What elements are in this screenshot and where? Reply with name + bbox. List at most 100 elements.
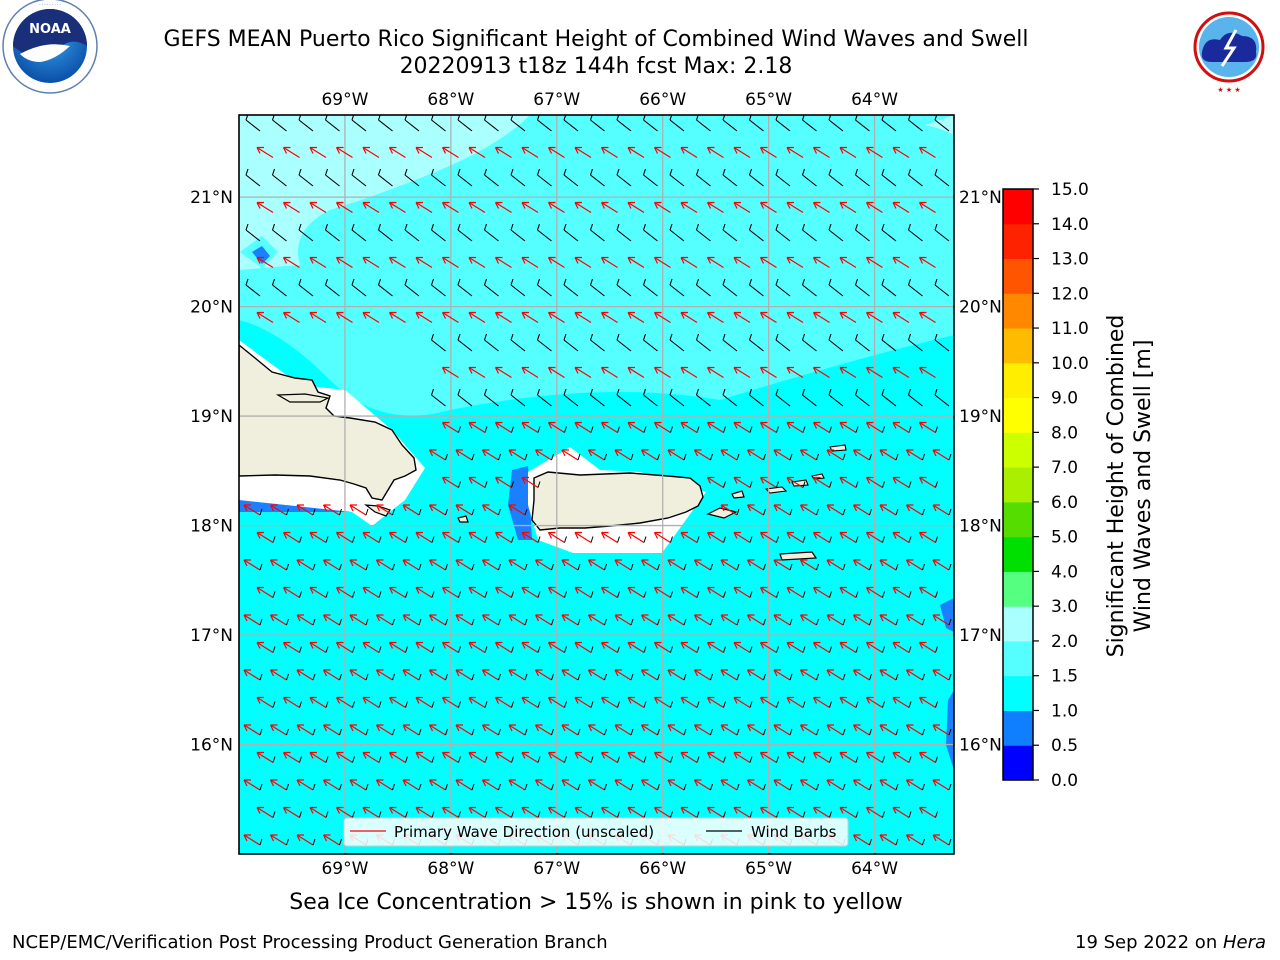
wave-arrow	[733, 531, 753, 544]
wave-arrow	[441, 641, 461, 654]
wind-barb	[907, 388, 923, 407]
wave-arrow	[415, 586, 435, 599]
wind-barb	[881, 168, 897, 187]
wind-barb	[404, 168, 420, 187]
wave-arrow	[441, 586, 461, 599]
wind-barb	[245, 115, 261, 132]
wave-arrow	[759, 586, 779, 599]
wave-arrow	[468, 256, 486, 269]
wind-barb	[430, 168, 446, 187]
wave-arrow	[349, 669, 369, 681]
wave-arrow	[388, 201, 406, 214]
wave-arrow	[375, 504, 395, 516]
lat-tick-label: 17°N	[190, 626, 233, 646]
wave-arrow	[481, 559, 501, 571]
wave-arrow	[852, 834, 872, 846]
wave-arrow	[441, 311, 459, 324]
wind-barb	[430, 388, 446, 407]
wave-arrow	[574, 146, 592, 159]
nws-logo: ★ ★ ★	[1181, 0, 1277, 95]
wave-arrow	[455, 614, 475, 626]
wind-barb	[536, 223, 552, 242]
wave-arrow	[335, 146, 353, 159]
wind-barb	[775, 278, 791, 297]
wave-arrow	[561, 449, 581, 461]
wave-arrow	[759, 696, 779, 709]
wind-barb	[298, 115, 314, 132]
wave-arrow	[653, 366, 671, 379]
wave-arrow	[362, 806, 382, 819]
wind-barb	[457, 223, 473, 242]
wave-arrow	[296, 504, 316, 516]
wave-arrow	[892, 806, 912, 819]
wave-arrow	[918, 476, 938, 489]
wave-arrow	[786, 146, 804, 159]
legend-barb-label: Wind Barbs	[751, 823, 837, 841]
wave-arrow	[892, 586, 912, 599]
wave-arrow	[468, 806, 488, 819]
wave-arrow	[826, 779, 846, 791]
wave-arrow	[388, 256, 406, 269]
wave-arrow	[256, 146, 274, 159]
wind-barb	[907, 223, 923, 242]
wave-arrow	[653, 531, 673, 544]
colorbar-tick-label: 6.0	[1051, 493, 1078, 513]
colorbar-segment	[1003, 397, 1033, 433]
wave-arrow	[706, 586, 726, 599]
wave-arrow	[441, 366, 459, 379]
wind-barb	[510, 278, 526, 297]
wave-arrow	[720, 614, 740, 626]
wave-arrow	[441, 696, 461, 709]
wave-arrow	[773, 724, 793, 736]
wave-arrow	[799, 669, 819, 681]
wave-arrow	[865, 366, 883, 379]
wind-barb	[695, 223, 711, 242]
wave-arrow	[335, 311, 353, 324]
shallow-patch-west-pr	[508, 466, 532, 540]
wave-arrow	[508, 724, 528, 736]
wind-barb	[907, 115, 923, 132]
wind-barb	[854, 223, 870, 242]
wave-arrow	[349, 614, 369, 626]
wind-barb	[271, 168, 287, 187]
wave-arrow	[733, 806, 753, 819]
colorbar-segment	[1003, 536, 1033, 572]
wave-arrow	[865, 311, 883, 324]
wave-arrow	[852, 724, 872, 736]
wave-arrow	[773, 449, 793, 461]
wave-arrow	[282, 641, 302, 654]
wave-arrow	[839, 421, 859, 434]
wave-arrow	[269, 669, 289, 681]
wave-arrow	[839, 256, 857, 269]
wave-band-high	[239, 115, 530, 270]
wave-arrow	[402, 669, 422, 681]
wave-arrow	[335, 806, 355, 819]
wave-arrow	[296, 834, 316, 846]
wind-barb	[854, 388, 870, 407]
wave-arrow	[402, 779, 422, 791]
wave-arrow	[918, 696, 938, 709]
wave-arrow	[905, 669, 925, 681]
wave-arrow	[468, 586, 488, 599]
wave-arrow	[534, 559, 554, 571]
wave-arrow	[362, 256, 380, 269]
wind-barb	[271, 278, 287, 297]
wave-arrow	[680, 531, 700, 544]
wave-arrow	[561, 779, 581, 791]
wave-arrow	[720, 449, 740, 461]
lat-tick-label: 16°N	[959, 736, 1002, 756]
wave-arrow	[839, 531, 859, 544]
footer-date: 19 Sep 2022 on Hera	[1075, 932, 1266, 953]
wave-arrow	[667, 669, 687, 681]
wave-arrow	[256, 641, 276, 654]
wave-arrow	[852, 669, 872, 681]
wave-arrow	[388, 586, 408, 599]
wave-arrow	[680, 256, 698, 269]
st-croix	[779, 551, 818, 561]
wind-barb	[748, 388, 764, 407]
wave-arrow	[799, 614, 819, 626]
wave-arrow	[375, 724, 395, 736]
wave-arrow	[706, 311, 724, 324]
wave-arrow	[335, 531, 355, 544]
